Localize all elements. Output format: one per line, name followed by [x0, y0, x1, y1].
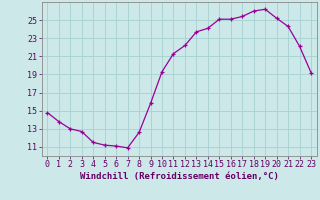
- X-axis label: Windchill (Refroidissement éolien,°C): Windchill (Refroidissement éolien,°C): [80, 172, 279, 181]
